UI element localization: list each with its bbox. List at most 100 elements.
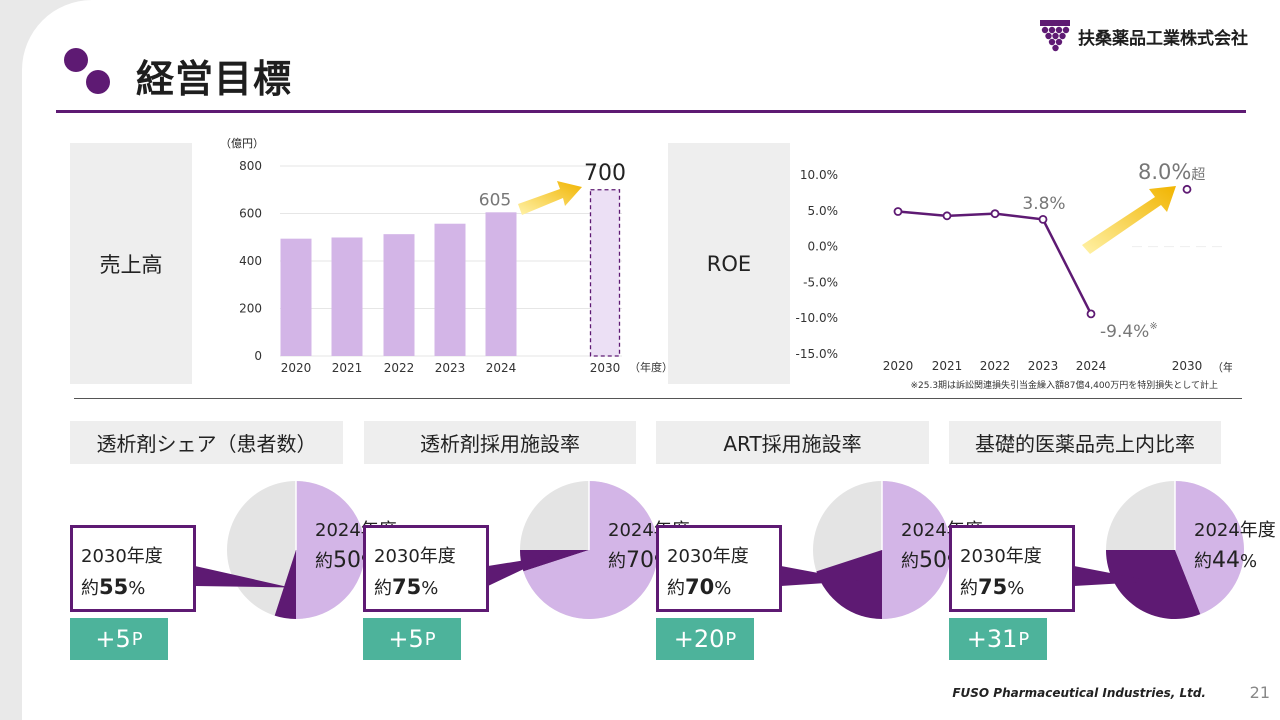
pie-current-share [296,481,365,619]
kpi-target-box: 2030年度 約70% [656,525,782,612]
target-year-label: 2030年度 [960,546,1042,567]
bar [280,238,312,356]
footer-brand: FUSO Pharmaceutical Industries, Ltd. [952,686,1206,700]
kpi-gain-badge: +5 P [70,618,168,660]
x-axis-unit: （年度） [1212,360,1232,374]
data-label-2024: -9.4%※ [1100,321,1158,342]
value-number: 75 [392,575,422,599]
roe-point [1038,214,1048,224]
y-tick-label: 600 [239,207,262,221]
bar [434,223,466,356]
title-rule [56,110,1246,113]
y-tick-label: 5.0% [808,204,839,218]
data-label: 700 [584,161,626,186]
x-tick-label: 2020 [883,359,914,373]
target-year-label: 2030年度 [81,546,163,567]
pie-current-share [523,481,658,619]
y-tick-label: 0.0% [808,240,839,254]
label-value: 8.0% [1138,160,1191,184]
data-label: 3.8% [1022,194,1065,214]
x-axis-unit: （年度） [629,360,672,374]
value-prefix: 約 [608,551,626,572]
kpi-gain-badge: +31 P [949,618,1047,660]
page-number: 21 [1249,683,1270,702]
kpi-header-dialysis-share: 透析剤シェア（患者数） [70,421,343,464]
roe-point [1182,184,1192,194]
company-name: 扶桑薬品工業株式会社 [1078,28,1248,49]
target-year-label: 2030年度 [374,546,456,567]
x-tick-label: 2023 [435,361,466,375]
gain-value: +31 [966,625,1018,653]
growth-arrow-icon [1082,186,1176,254]
y-tick-label: 400 [239,254,262,268]
x-tick-label: 2022 [384,361,415,375]
roe-point [1086,309,1096,319]
value-number: 50 [919,548,947,573]
value-number: 50 [333,548,361,573]
kpi-current-label: 2024年度約44% [1194,516,1276,577]
grape-logo-icon [1040,20,1070,52]
bar [383,234,415,356]
y-axis-unit: （億円） [220,137,264,150]
target-value: 約70% [667,572,779,604]
section-divider [74,398,1242,399]
value-prefix: 約 [315,551,333,572]
value-number: 70 [685,575,715,599]
value-number: 44 [1212,548,1240,573]
sales-label: 売上高 [70,143,192,384]
growth-arrow-icon [518,181,582,215]
bar [331,237,363,356]
roe-point [893,207,903,216]
current-value: 約44% [1194,546,1276,577]
x-tick-label: 2020 [281,361,312,375]
x-tick-label: 2030 [590,361,621,375]
value-percent: % [1240,551,1258,572]
y-tick-label: 200 [239,302,262,316]
y-tick-label: -10.0% [796,311,838,325]
value-prefix: 約 [81,578,99,599]
value-number: 75 [978,575,1008,599]
roe-chart: 10.0% 5.0% 0.0% -5.0% -10.0% -15.0% 2020 2021 20… [792,150,1256,396]
x-tick-label: 2022 [980,359,1011,373]
roe-line [897,210,1093,315]
kpi-gain-badge: +20 P [656,618,754,660]
label-suffix: 超 [1191,167,1205,183]
gain-unit: P [131,628,143,650]
company-header: 扶桑薬品工業株式会社 [1040,20,1248,52]
value-prefix: 約 [667,578,685,599]
roe-footnote: ※25.3期は訴訟関連損失引当金繰入額87億4,400万円を特別損失として計上 [910,379,1218,391]
x-tick-label: 2023 [1028,359,1059,373]
target-year-label: 2030年度 [667,546,749,567]
roe-label: ROE [668,143,790,384]
x-tick-label: 2021 [932,359,963,373]
kpi-header-art-adoption: ART採用施設率 [656,421,929,464]
value-percent: % [1007,578,1025,599]
bar-target [589,189,621,357]
kpi-header-basic-drug-ratio: 基礎的医薬品売上内比率 [949,421,1221,464]
roe-point [942,211,952,221]
kpi-pie [519,481,658,619]
roe-point [990,209,1000,219]
gain-value: +5 [388,625,424,653]
target-value: 約75% [374,572,486,604]
value-percent: % [714,578,732,599]
kpi-target-box: 2030年度約75% [363,525,489,612]
kpi-target-box: 2030年度 約75% [949,525,1075,612]
current-year-label: 2024年度 [1194,520,1276,541]
x-tick-label: 2024 [486,361,517,375]
x-tick-label: 2030 [1172,359,1203,373]
y-tick-label: 800 [239,159,262,173]
label-mark: ※ [1149,321,1157,332]
y-tick-label: 0 [254,349,262,363]
gain-unit: P [725,628,737,650]
label-value: -9.4% [1100,322,1149,342]
value-prefix: 約 [960,578,978,599]
gain-unit: P [424,628,436,650]
pie-current-share [882,481,951,619]
gain-unit: P [1018,628,1030,650]
kpi-target-box: 2030年度 約55% [70,525,196,612]
target-value: 約75% [960,572,1072,604]
pie-current-share [1175,481,1244,615]
growth-arrow-shape [518,181,582,215]
y-tick-label: -5.0% [803,275,838,289]
